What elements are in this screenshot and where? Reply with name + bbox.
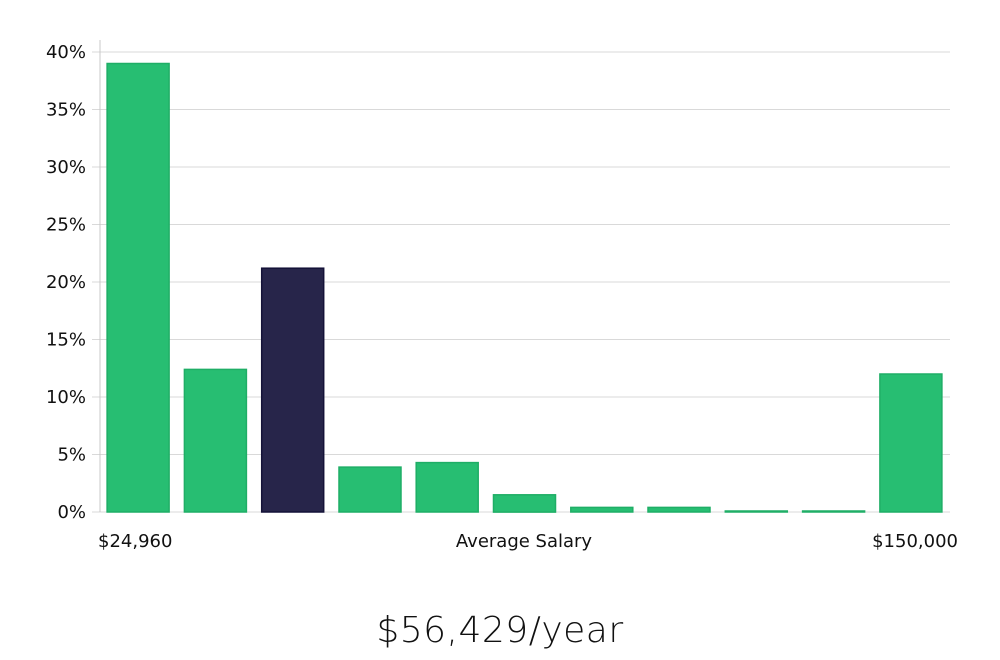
y-tick-label: 10% — [46, 387, 86, 408]
y-tick-label: 5% — [57, 445, 86, 466]
bar — [570, 506, 634, 513]
bar — [183, 368, 248, 513]
bar — [724, 510, 789, 513]
y-tick-label: 15% — [46, 330, 86, 351]
y-tick-label: 30% — [46, 157, 86, 178]
bar-highlighted — [260, 267, 325, 513]
bar — [801, 510, 866, 513]
bar — [647, 506, 711, 513]
bar — [338, 466, 402, 513]
y-tick-label: 25% — [46, 215, 86, 236]
salary-histogram: 0% 5% 10% 15% 20% 25% 30% 35% 40% $24,960 Averag… — [46, 40, 958, 552]
y-tick-label: 20% — [46, 272, 86, 293]
bar — [879, 373, 943, 513]
bar — [106, 62, 170, 513]
bar — [415, 461, 479, 513]
y-axis-ticks: 0% 5% 10% 15% 20% 25% 30% 35% 40% — [46, 42, 86, 523]
x-axis-title: Average Salary — [456, 531, 593, 552]
average-salary-value: $56,429/year — [376, 610, 624, 651]
y-tick-label: 40% — [46, 42, 86, 63]
bars — [106, 62, 943, 513]
y-tick-label: 35% — [46, 100, 86, 121]
y-tick-label: 0% — [57, 502, 86, 523]
x-min-label: $24,960 — [98, 531, 172, 552]
bar — [492, 494, 557, 513]
x-max-label: $150,000 — [872, 531, 958, 552]
